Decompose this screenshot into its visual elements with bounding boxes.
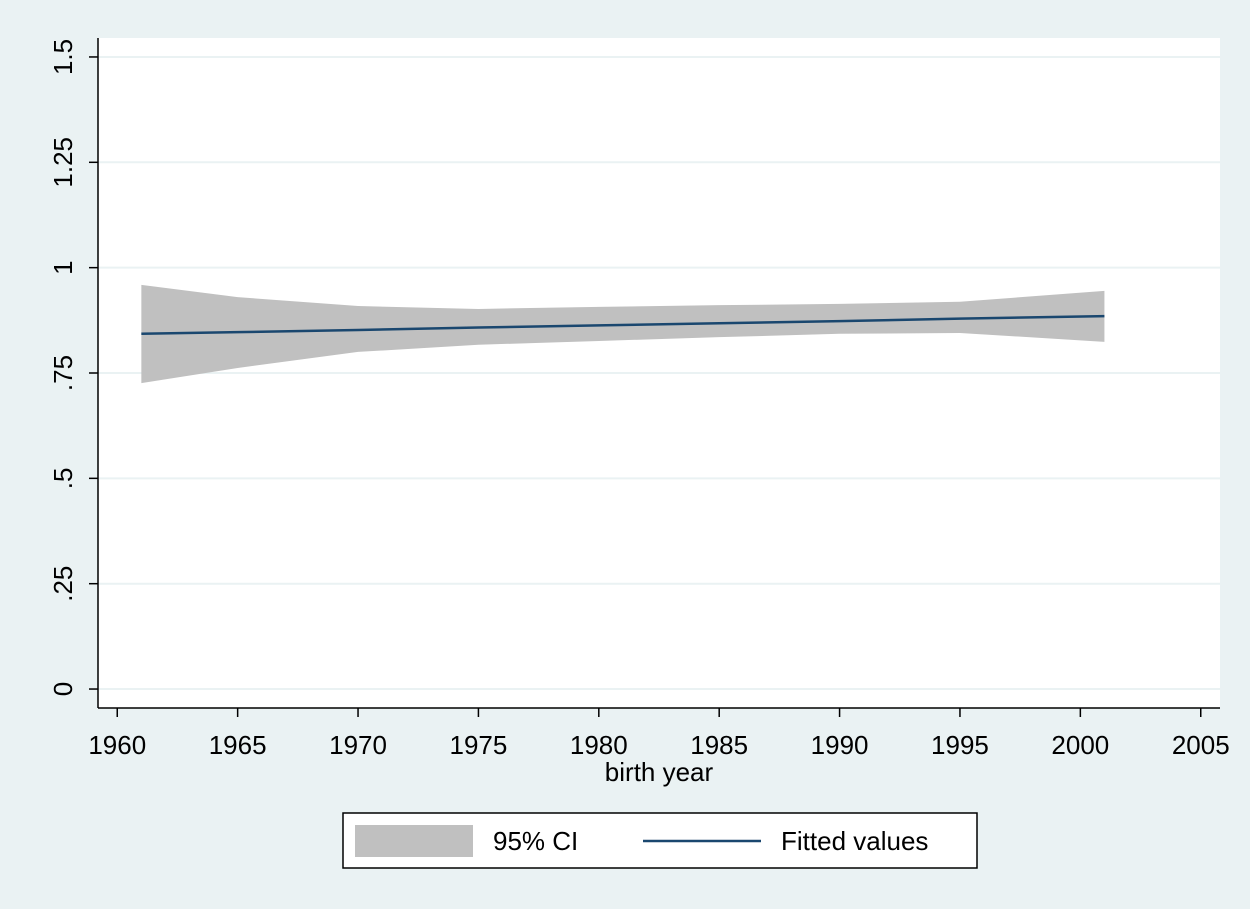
legend-label: Fitted values: [781, 826, 928, 856]
x-tick-label: 1960: [88, 730, 146, 760]
x-tick-label: 1975: [449, 730, 507, 760]
x-tick-label: 1990: [811, 730, 869, 760]
y-tick-label: 1.25: [48, 137, 78, 188]
fitted-line: [141, 314, 1105, 336]
x-tick-label: 1980: [570, 730, 628, 760]
x-tick-label: 1970: [329, 730, 387, 760]
y-tick-label: .5: [48, 468, 78, 490]
y-tick-label: .25: [48, 566, 78, 602]
y-tick-label: .75: [48, 355, 78, 391]
legend-label: 95% CI: [493, 826, 578, 856]
y-tick-label: 1.5: [48, 39, 78, 75]
x-axis-title: birth year: [605, 757, 714, 787]
y-tick-label: 0: [48, 682, 78, 696]
x-tick-label: 2000: [1051, 730, 1109, 760]
x-tick-label: 2005: [1172, 730, 1230, 760]
ci-band: [141, 284, 1105, 384]
legend-swatch: [355, 825, 473, 857]
x-tick-label: 1965: [209, 730, 267, 760]
x-tick-label: 1995: [931, 730, 989, 760]
x-tick-label: 1985: [690, 730, 748, 760]
y-tick-label: 1: [48, 260, 78, 274]
